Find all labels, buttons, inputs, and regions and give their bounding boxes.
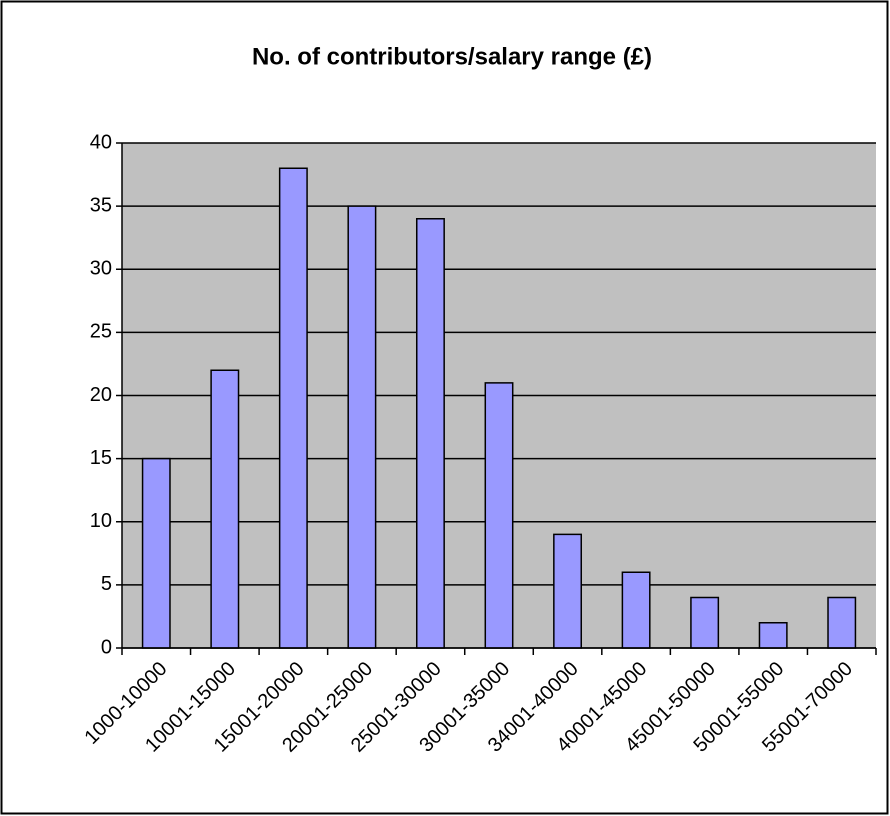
bar	[553, 533, 583, 649]
y-tick-label: 40	[90, 131, 112, 153]
bar	[415, 218, 445, 649]
y-tick-label: 15	[90, 447, 112, 469]
y-tick-label: 35	[90, 194, 112, 216]
y-tick-label: 30	[90, 258, 112, 280]
bar	[210, 369, 240, 649]
bar	[141, 457, 171, 649]
y-tick-label: 0	[101, 636, 112, 658]
y-tick-label: 25	[90, 321, 112, 343]
chart-title: No. of contributors/salary range (£)	[252, 43, 652, 70]
bar	[827, 596, 857, 649]
bar	[278, 167, 308, 649]
bar	[484, 382, 514, 649]
bar	[690, 596, 720, 649]
y-tick-label: 20	[90, 384, 112, 406]
y-tick-label: 10	[90, 510, 112, 532]
bar	[758, 622, 788, 649]
bar	[621, 571, 651, 649]
bar	[347, 205, 377, 649]
y-tick-label: 5	[101, 573, 112, 595]
